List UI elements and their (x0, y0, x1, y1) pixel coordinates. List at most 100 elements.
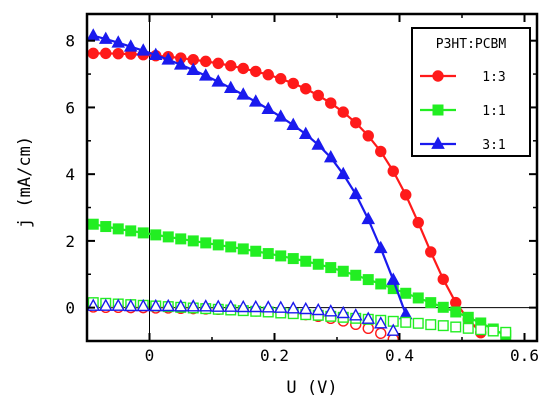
data-point (300, 83, 312, 95)
data-point (387, 165, 399, 177)
data-point (312, 258, 324, 270)
series-dark-3-1 (87, 298, 401, 336)
data-point (248, 94, 263, 107)
data-point (87, 218, 99, 230)
data-point (87, 47, 99, 60)
data-point (287, 253, 299, 265)
legend-swatch-marker (431, 136, 445, 149)
data-point (125, 225, 137, 237)
data-point (261, 101, 276, 114)
y-tick-label: 6 (65, 98, 75, 117)
series-line (93, 223, 507, 337)
legend-label: 1:1 (482, 104, 505, 119)
legend-label: 1:3 (482, 70, 505, 85)
data-point (336, 166, 351, 180)
y-tick-label: 0 (65, 299, 75, 318)
data-point (250, 65, 262, 78)
data-point (298, 126, 313, 140)
plot-frame (85, 12, 539, 343)
data-point (300, 255, 312, 267)
data-point (275, 73, 287, 85)
data-point (386, 323, 401, 336)
data-point (437, 320, 449, 332)
data-point (236, 299, 251, 313)
data-point (100, 221, 112, 233)
data-point (400, 189, 412, 201)
data-point (112, 48, 124, 60)
data-point (362, 274, 374, 286)
data-point (200, 55, 212, 68)
y-tick-label: 2 (65, 232, 75, 251)
data-point (262, 69, 274, 81)
data-point (173, 57, 188, 70)
data-point (373, 240, 388, 254)
data-point (348, 186, 363, 200)
data-point (237, 243, 249, 255)
data-point (425, 319, 437, 331)
data-point (362, 322, 374, 335)
legend-entry: 1:1 (420, 104, 506, 119)
data-point (211, 74, 226, 87)
data-point (186, 299, 201, 312)
data-point (198, 68, 213, 81)
data-point (337, 265, 349, 277)
x-tick-label: 0.2 (260, 346, 289, 365)
data-point (286, 301, 301, 314)
data-point (286, 117, 301, 131)
data-point (111, 35, 126, 48)
data-point (412, 317, 424, 329)
y-tick-label: 8 (65, 32, 75, 51)
data-point (273, 300, 288, 313)
series-layer (87, 28, 512, 341)
data-point (250, 245, 262, 257)
x-tick-label: 0 (145, 346, 155, 365)
data-point (136, 298, 151, 312)
data-point (100, 47, 112, 60)
data-point (161, 52, 176, 65)
legend-title: P3HT:PCBM (436, 37, 507, 52)
data-point (337, 106, 349, 118)
data-point (298, 301, 313, 315)
data-point (437, 273, 449, 285)
data-point (200, 237, 212, 249)
data-point (137, 227, 149, 239)
data-point (336, 305, 351, 319)
data-point (150, 229, 162, 241)
tick-labels: 0 0.2 0.4 0.6 0 2 4 6 8 (65, 32, 539, 365)
data-point (198, 299, 213, 312)
data-point (323, 304, 338, 317)
data-point (225, 241, 237, 253)
legend-swatch-marker (432, 104, 444, 116)
data-point (450, 306, 462, 318)
data-point (123, 298, 138, 312)
data-point (375, 145, 387, 158)
data-point (325, 262, 337, 274)
data-point (311, 137, 326, 150)
data-point (475, 324, 487, 336)
data-point (425, 246, 437, 258)
data-point (111, 298, 126, 311)
legend: P3HT:PCBM 1:3 1:1 3:1 (411, 27, 531, 157)
data-point (373, 316, 388, 329)
data-point (212, 239, 224, 251)
data-point (287, 77, 299, 90)
data-point (311, 302, 326, 316)
data-point (98, 298, 113, 311)
data-point (175, 233, 187, 245)
data-point (386, 272, 401, 285)
y-axis-title: j (mA/cm) (15, 136, 35, 228)
legend-label: 3:1 (482, 138, 505, 153)
data-point (148, 47, 163, 60)
data-point (98, 31, 113, 44)
axis-ticks (86, 14, 537, 342)
data-point (162, 231, 174, 243)
legend-box (411, 27, 531, 157)
data-point (87, 28, 101, 41)
data-point (325, 97, 337, 109)
data-point (161, 298, 176, 312)
data-point (173, 299, 188, 312)
series-light-1-1 (87, 218, 512, 341)
data-point (123, 39, 138, 52)
data-point (348, 308, 363, 321)
